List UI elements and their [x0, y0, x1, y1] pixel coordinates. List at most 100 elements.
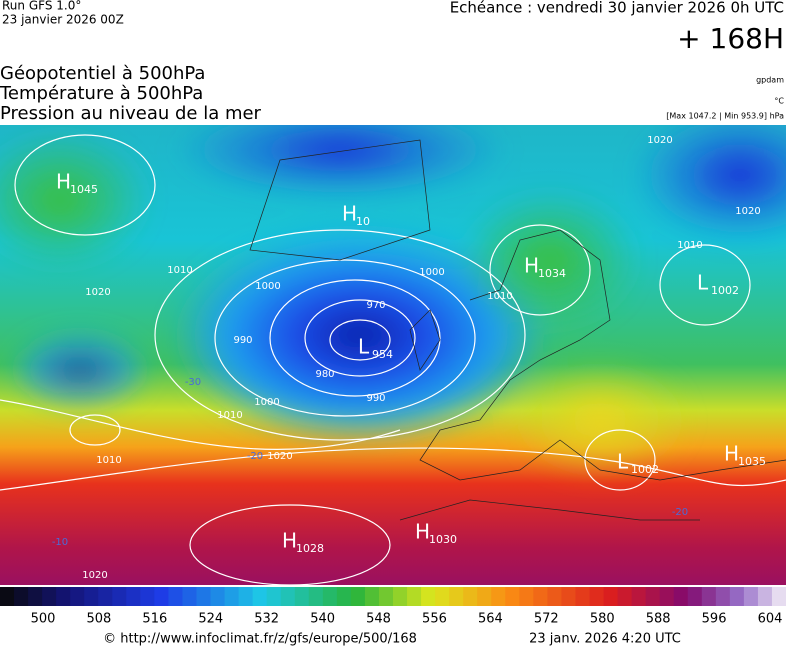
colorbar-swatch: [0, 587, 15, 606]
colorbar-swatch: [687, 587, 703, 606]
colorbar-swatch: [673, 587, 689, 606]
colorbar-swatch: [575, 587, 590, 606]
isobar-label: 1010: [487, 291, 512, 302]
colorbar-swatch: [757, 587, 773, 606]
center-letter: L: [697, 271, 709, 295]
colorbar-swatch: [266, 587, 282, 606]
colorbar-swatch: [14, 587, 29, 606]
colorbar-swatch: [645, 587, 661, 606]
colorbar-swatch: [154, 587, 169, 606]
temperature-label: -20: [247, 451, 263, 462]
isobar-label: 1000: [419, 267, 444, 278]
colorbar-swatch: [224, 587, 240, 606]
colorbar-swatch: [28, 587, 43, 606]
isobar-label: 1010: [677, 240, 702, 251]
isobar-label: 980: [315, 369, 334, 380]
colorbar-swatch: [56, 587, 71, 606]
colorbar-tick-label: 604: [758, 612, 783, 627]
colorbar-swatch: [729, 587, 745, 606]
isobar-label: 1020: [267, 451, 292, 462]
colorbar-swatch: [70, 587, 85, 606]
center-letter: H: [56, 170, 71, 194]
center-value: 1034: [538, 267, 566, 280]
colorbar-swatch: [196, 587, 212, 606]
isobar-label: 1010: [96, 455, 121, 466]
colorbar-swatch: [603, 587, 619, 606]
colorbar-tick-label: 516: [142, 612, 167, 627]
center-value: 1002: [631, 463, 659, 476]
colorbar-swatch: [561, 587, 576, 606]
colorbar-swatch: [407, 587, 422, 606]
colorbar-swatch: [126, 587, 141, 606]
temperature-label: -10: [52, 537, 68, 548]
layer-name: Pression au niveau de la mer: [0, 103, 262, 124]
colorbar-swatch: [617, 587, 633, 606]
isobar-label: 1020: [85, 287, 110, 298]
colorbar-tick-label: 596: [702, 612, 727, 627]
colorbar-swatch: [168, 587, 183, 606]
temperature-label: -20: [672, 507, 688, 518]
colorbar-swatch: [210, 587, 226, 606]
colorbar-tick-label: 548: [366, 612, 391, 627]
colorbar-swatch: [252, 587, 268, 606]
colorbar-swatch: [659, 587, 675, 606]
layer-name: Géopotentiel à 500hPa: [0, 63, 205, 84]
colorbar-swatch: [449, 587, 464, 606]
center-letter: L: [358, 335, 370, 359]
unit: [Max 1047.2 | Min 953.9] hPa: [666, 112, 784, 121]
colorbar-swatch: [435, 587, 450, 606]
isobar-label: 990: [366, 393, 385, 404]
colorbar-swatch: [631, 587, 647, 606]
isobar-label: 990: [233, 335, 252, 346]
colorbar-swatch: [294, 587, 310, 606]
center-letter: H: [724, 442, 739, 466]
colorbar-swatch: [378, 587, 394, 606]
generated: 23 janv. 2026 4:20 UTC: [529, 632, 681, 647]
run-date: 23 janvier 2026 00Z: [2, 13, 124, 27]
colorbar-swatch: [182, 587, 197, 606]
isobar-label: 1000: [255, 281, 280, 292]
run: Run GFS 1.0°: [2, 0, 81, 13]
colorbar-swatch: [322, 587, 338, 606]
center-letter: H: [282, 529, 297, 553]
center-value: 1028: [296, 542, 324, 555]
colorbar-swatch: [421, 587, 436, 606]
colorbar-tick-label: 588: [646, 612, 671, 627]
colorbar-swatch: [350, 587, 366, 606]
colorbar-swatch: [547, 587, 562, 606]
colorbar-tick-label: 524: [198, 612, 223, 627]
colorbar-swatch: [491, 587, 506, 606]
colorbar-swatch: [463, 587, 478, 606]
layer-name: Température à 500hPa: [0, 83, 203, 104]
center-letter: H: [342, 202, 357, 226]
colorbar-swatch: [477, 587, 492, 606]
isobar-label: 1010: [217, 410, 242, 421]
colorbar-swatch: [98, 587, 113, 606]
isobars: [0, 134, 786, 585]
source: © http://www.infoclimat.fr/z/gfs/europe/…: [103, 632, 417, 647]
isobar-label: 1020: [735, 206, 760, 217]
center-value: 1030: [429, 533, 457, 546]
center-value: 954: [372, 348, 393, 361]
unit: gpdam: [756, 76, 784, 85]
colorbar-swatch: [743, 587, 759, 606]
colorbar-swatch: [589, 587, 605, 606]
center-value: 1002: [711, 284, 739, 297]
colorbar-tick-label: 572: [534, 612, 559, 627]
colorbar-swatch: [715, 587, 731, 606]
colorbar-swatch: [280, 587, 296, 606]
isobar-label: 970: [366, 300, 385, 311]
center-letter: H: [524, 254, 539, 278]
colorbar-swatch: [238, 587, 254, 606]
colorbar-swatch: [84, 587, 99, 606]
colorbar-tick-label: 500: [31, 612, 56, 627]
map: [0, 125, 786, 585]
coastlines: [249, 139, 786, 521]
colorbar-swatch: [42, 587, 57, 606]
colorbar-tick-label: 508: [87, 612, 112, 627]
lead-time: + 168H: [677, 22, 784, 55]
colorbar-swatch: [308, 587, 324, 606]
colorbar-swatch: [140, 587, 155, 606]
